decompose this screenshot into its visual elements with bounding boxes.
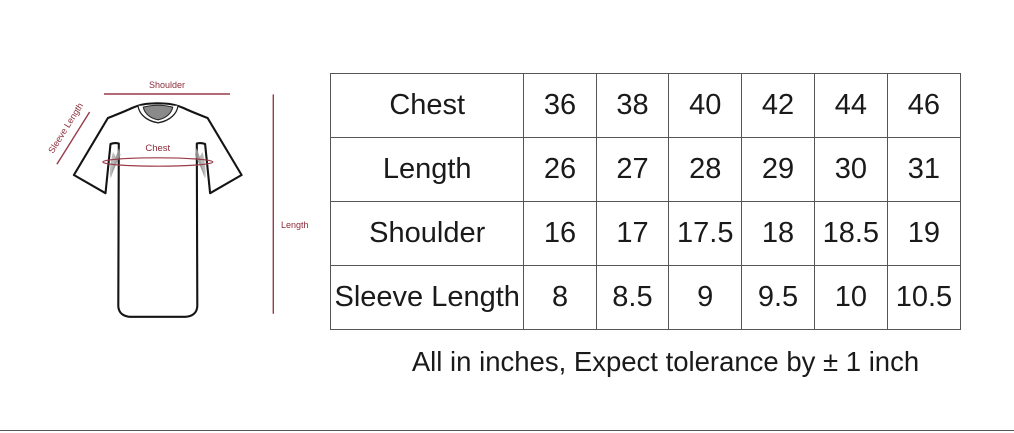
- svg-text:Chest: Chest: [145, 143, 170, 154]
- svg-text:Length: Length: [281, 220, 309, 230]
- svg-text:Shoulder: Shoulder: [149, 80, 185, 90]
